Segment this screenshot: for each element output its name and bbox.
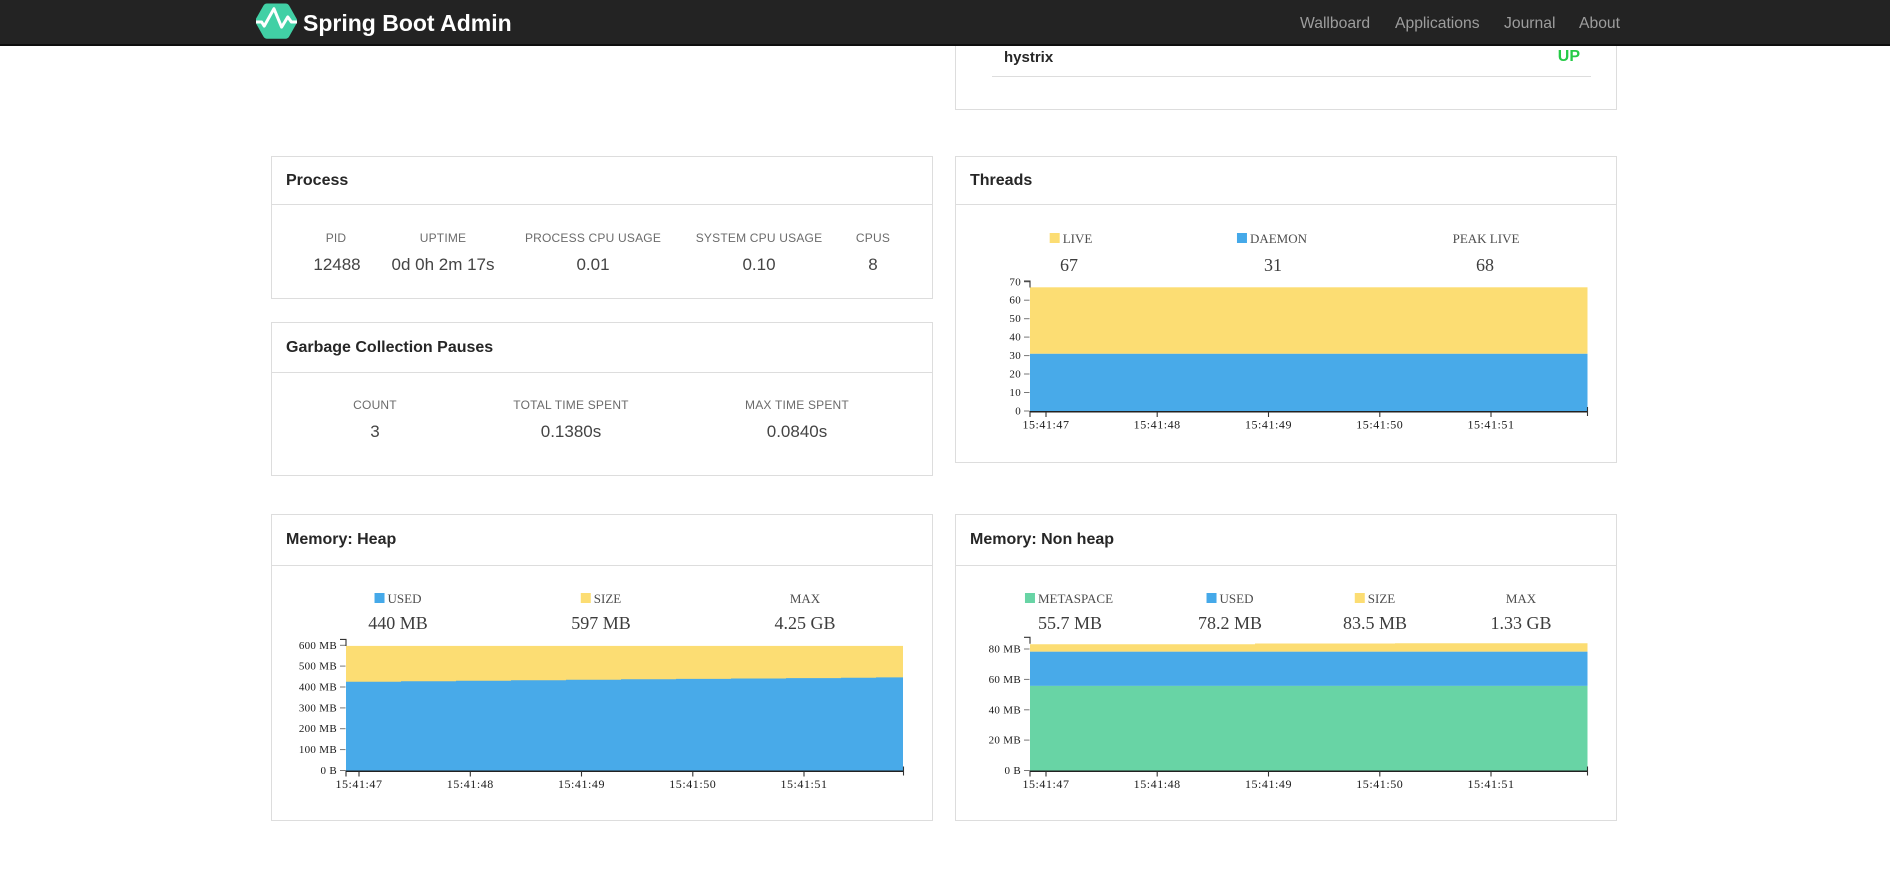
svg-text:200 MB: 200 MB [299,723,337,735]
svg-text:60 MB: 60 MB [989,674,1021,686]
svg-text:400 MB: 400 MB [299,682,337,694]
svg-text:15:41:49: 15:41:49 [558,777,605,791]
svg-text:15:41:48: 15:41:48 [1134,777,1181,791]
svg-text:600 MB: 600 MB [299,640,337,652]
svg-text:20: 20 [1009,369,1021,381]
svg-text:60: 60 [1009,295,1021,307]
svg-text:0: 0 [1015,406,1021,418]
svg-text:15:41:51: 15:41:51 [1467,777,1514,791]
svg-text:40 MB: 40 MB [989,704,1021,716]
svg-text:80 MB: 80 MB [989,644,1021,656]
svg-text:15:41:47: 15:41:47 [1022,418,1069,432]
svg-text:15:41:48: 15:41:48 [447,777,494,791]
svg-text:15:41:47: 15:41:47 [1022,777,1069,791]
svg-text:15:41:48: 15:41:48 [1134,418,1181,432]
svg-text:70: 70 [1009,276,1021,288]
svg-text:15:41:51: 15:41:51 [780,777,827,791]
svg-text:30: 30 [1009,350,1021,362]
svg-text:40: 40 [1009,332,1021,344]
svg-text:50: 50 [1009,313,1021,325]
svg-text:500 MB: 500 MB [299,661,337,673]
svg-text:15:41:49: 15:41:49 [1245,418,1292,432]
svg-text:15:41:47: 15:41:47 [335,777,382,791]
svg-text:15:41:50: 15:41:50 [669,777,716,791]
svg-text:0 B: 0 B [1005,765,1022,777]
svg-text:15:41:50: 15:41:50 [1356,418,1403,432]
svg-text:0 B: 0 B [321,765,338,777]
svg-text:15:41:50: 15:41:50 [1356,777,1403,791]
svg-text:300 MB: 300 MB [299,702,337,714]
svg-text:10: 10 [1009,387,1021,399]
svg-text:20 MB: 20 MB [989,735,1021,747]
svg-text:15:41:51: 15:41:51 [1467,418,1514,432]
svg-text:15:41:49: 15:41:49 [1245,777,1292,791]
svg-text:100 MB: 100 MB [299,744,337,756]
